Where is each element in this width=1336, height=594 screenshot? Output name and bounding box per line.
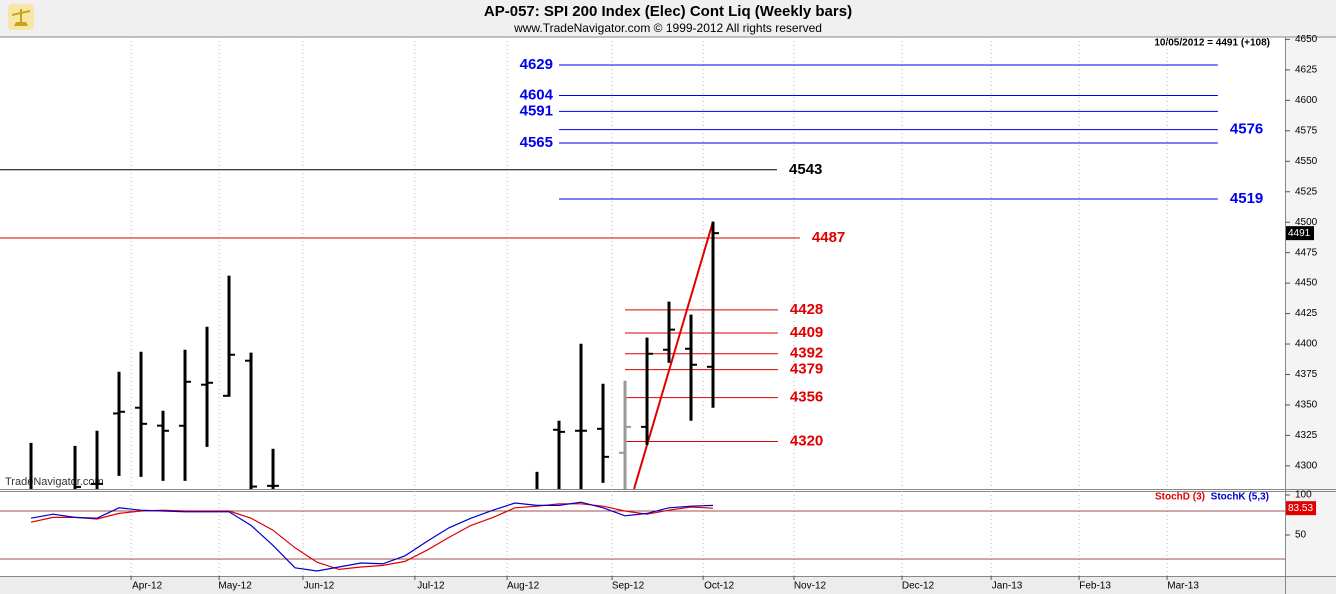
level-label: 4604 bbox=[520, 86, 554, 103]
y-tick-label: 4425 bbox=[1295, 308, 1318, 319]
x-tick-label: Dec-12 bbox=[902, 581, 935, 592]
level-label: 4487 bbox=[812, 229, 845, 246]
header-band bbox=[0, 0, 1336, 37]
level-label: 4543 bbox=[789, 161, 822, 178]
last-value-label: 83.53 bbox=[1288, 503, 1313, 514]
x-tick-label: Nov-12 bbox=[794, 581, 827, 592]
y-tick-label: 4500 bbox=[1295, 217, 1318, 228]
y-tick-label: 100 bbox=[1295, 490, 1312, 501]
y-tick-label: 50 bbox=[1295, 530, 1307, 541]
x-tick-label: Jan-13 bbox=[992, 581, 1023, 592]
level-label: 4591 bbox=[520, 102, 553, 119]
level-label: 4392 bbox=[790, 345, 823, 362]
level-label: 4379 bbox=[790, 361, 823, 378]
x-tick-label: Jul-12 bbox=[417, 581, 445, 592]
y-tick-label: 4300 bbox=[1295, 460, 1318, 471]
x-tick-label: May-12 bbox=[218, 581, 252, 592]
y-tick-label: 4375 bbox=[1295, 369, 1318, 380]
x-tick-label: Feb-13 bbox=[1079, 581, 1111, 592]
legend-entry: StochK (5,3) bbox=[1211, 492, 1269, 503]
main-plot bbox=[0, 64, 1218, 489]
y-tick-label: 4600 bbox=[1295, 95, 1318, 106]
y-tick-label: 4475 bbox=[1295, 247, 1318, 258]
x-tick-label: Oct-12 bbox=[704, 581, 734, 592]
date-axis-band bbox=[0, 576, 1336, 594]
stoch-line bbox=[30, 501, 714, 572]
level-label: 4565 bbox=[520, 134, 553, 151]
y-tick-label: 4450 bbox=[1295, 278, 1318, 289]
last-price-label: 4491 bbox=[1288, 228, 1311, 239]
y-tick-label: 4325 bbox=[1295, 430, 1318, 441]
chart-subtitle: www.TradeNavigator.com © 1999-2012 All r… bbox=[513, 21, 822, 35]
level-label: 4629 bbox=[520, 56, 553, 73]
chart-title: AP-057: SPI 200 Index (Elec) Cont Liq (W… bbox=[484, 3, 852, 20]
level-label: 4576 bbox=[1230, 121, 1263, 138]
y-tick-label: 4350 bbox=[1295, 400, 1318, 411]
y-tick-label: 4650 bbox=[1295, 34, 1318, 45]
last-value-box bbox=[1286, 501, 1316, 516]
last-price-box bbox=[1286, 226, 1314, 241]
legend-entry: StochD (3) bbox=[1155, 492, 1205, 503]
last-label: 10/05/2012 = 4491 (+108) bbox=[1154, 38, 1270, 49]
price-axis-band bbox=[1285, 37, 1336, 576]
x-tick-label: Aug-12 bbox=[507, 581, 540, 592]
y-tick-label: 4400 bbox=[1295, 339, 1318, 350]
y-tick-label: 4525 bbox=[1295, 186, 1318, 197]
level-label: 4356 bbox=[790, 389, 823, 406]
y-tick-label: 4575 bbox=[1295, 125, 1318, 136]
level-label: 4409 bbox=[790, 324, 823, 341]
x-tick-label: Jun-12 bbox=[304, 581, 335, 592]
x-tick-label: Mar-13 bbox=[1167, 581, 1199, 592]
y-tick-label: 4625 bbox=[1295, 65, 1318, 76]
level-label: 4519 bbox=[1230, 190, 1263, 207]
x-tick-label: Apr-12 bbox=[132, 581, 162, 592]
y-tick-label: 4550 bbox=[1295, 156, 1318, 167]
x-tick-label: Sep-12 bbox=[612, 581, 645, 592]
logo bbox=[8, 4, 34, 30]
level-label: 4428 bbox=[790, 301, 823, 318]
level-label: 4320 bbox=[790, 432, 823, 449]
watermark: TradeNavigator.com bbox=[5, 476, 104, 488]
